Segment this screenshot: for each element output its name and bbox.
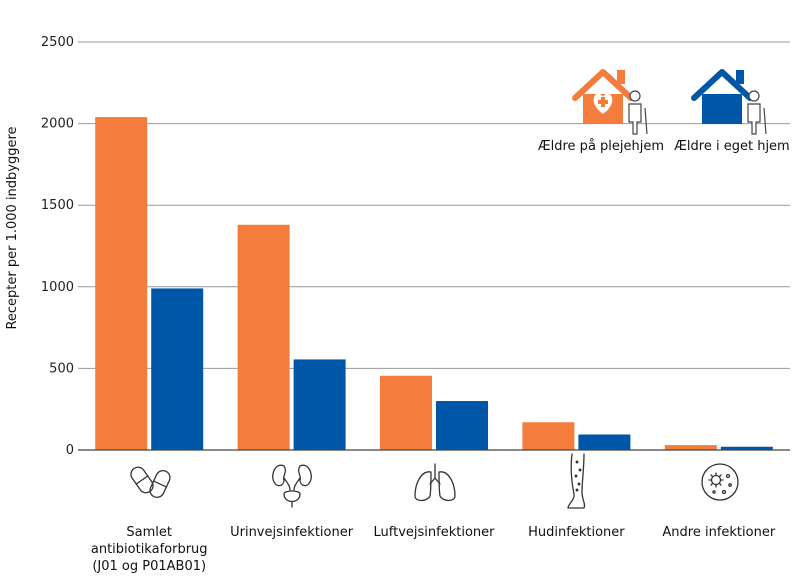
y-tick-label: 2000 xyxy=(41,117,74,132)
bar-own-home xyxy=(151,288,204,450)
own-home-icon xyxy=(691,69,767,135)
bar-own-home xyxy=(720,446,773,450)
category-label: Hudinfektioner xyxy=(528,525,625,540)
bar-nursing-home xyxy=(95,117,148,451)
y-tick-label: 1500 xyxy=(41,198,74,213)
bar-nursing-home xyxy=(522,422,575,450)
category-label: Samlet antibiotikaforbrug (J01 og P01AB01) xyxy=(91,525,208,574)
category-label: Luftvejsinfektioner xyxy=(374,525,496,540)
microbe-icon xyxy=(701,463,739,501)
y-axis-label: Recepter per 1.000 indbyggere xyxy=(5,126,20,329)
nursing-home-icon xyxy=(572,69,648,135)
gridlines xyxy=(78,41,790,369)
legend-label-nursing-home: Ældre på plejehjem xyxy=(538,139,664,154)
y-tick-label: 0 xyxy=(66,443,74,458)
kidney-icon xyxy=(272,464,312,508)
legend: Ældre på plejehjem Ældre i eget hjem xyxy=(538,69,790,154)
bar-own-home xyxy=(436,401,488,450)
category-label: Andre infektioner xyxy=(662,525,775,540)
category-labels: Samlet antibiotikaforbrug (J01 og P01AB01)… xyxy=(91,525,776,574)
bar-own-home xyxy=(293,359,346,450)
bar-nursing-home xyxy=(237,224,290,450)
bar-own-home xyxy=(578,434,631,450)
lungs-icon xyxy=(414,463,456,502)
leg-skin-icon xyxy=(567,453,586,509)
legend-label-own-home: Ældre i eget hjem xyxy=(674,139,789,154)
y-tick-label: 1000 xyxy=(41,280,74,295)
category-label: Urinvejsinfektioner xyxy=(230,525,354,540)
pills-icon xyxy=(130,466,171,498)
y-tick-label: 500 xyxy=(49,361,74,376)
y-axis-ticks: 0 500 1000 1500 2000 2500 xyxy=(41,35,74,458)
bar-nursing-home xyxy=(380,375,432,450)
bars xyxy=(95,117,773,451)
bar-nursing-home xyxy=(664,445,717,450)
y-tick-label: 2500 xyxy=(41,35,74,50)
